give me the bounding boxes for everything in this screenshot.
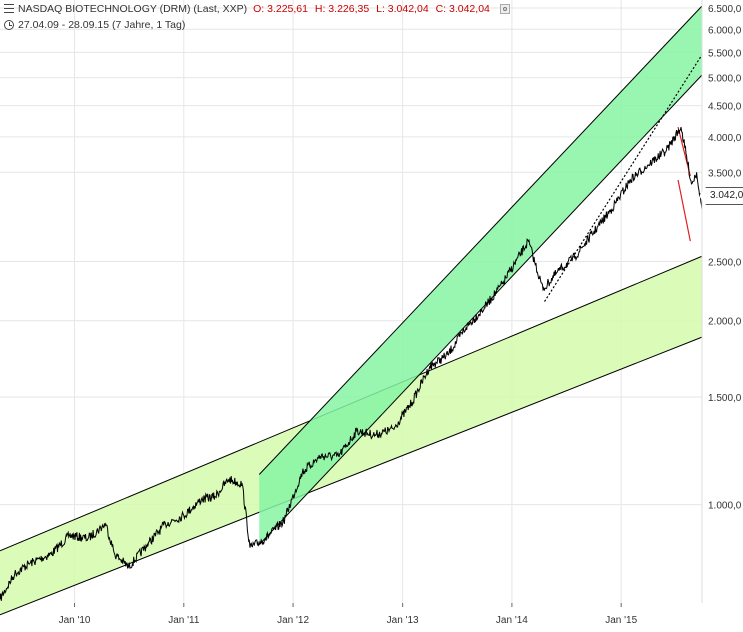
date-range: 27.04.09 - 28.09.15 (7 Jahre, 1 Tag) [4, 19, 185, 31]
trend-line-3 [677, 179, 691, 242]
clock-icon [4, 20, 14, 30]
chart-header: NASDAQ BIOTECHNOLOGY (DRM) (Last, XXP) O… [4, 3, 510, 15]
channel-fill-2 [259, 6, 702, 545]
x-tick-label: Jan '10 [59, 615, 91, 626]
y-tick-label: 3.500,0 [708, 168, 742, 179]
y-tick-label: 5.500,0 [708, 48, 742, 59]
y-tick-label: 4.000,0 [708, 133, 742, 144]
menu-icon[interactable] [4, 4, 14, 14]
instrument-title: NASDAQ BIOTECHNOLOGY (DRM) (Last, XXP) [18, 3, 248, 15]
settings-icon[interactable] [499, 4, 510, 14]
date-range-label: 27.04.09 - 28.09.15 (7 Jahre, 1 Tag) [18, 19, 186, 31]
close-value: C: 3.042,04 [435, 3, 490, 15]
x-tick-label: Jan '15 [605, 615, 637, 626]
trend-line-1 [544, 54, 703, 302]
y-tick-label: 2.000,0 [708, 317, 742, 328]
y-tick-label: 6.000,0 [708, 25, 742, 36]
ohlc-values: O: 3.225,61 H: 3.226,35 L: 3.042,04 C: 3… [253, 3, 494, 15]
y-tick-label: 1.000,0 [708, 501, 742, 512]
x-tick-label: Jan '12 [277, 615, 309, 626]
y-tick-label: 4.500,0 [708, 102, 742, 113]
x-tick-label: Jan '11 [168, 615, 200, 626]
channel-lower-line-1 [0, 336, 703, 616]
channel-upper-line-2 [258, 5, 703, 475]
y-tick-label: 6.500,0 [708, 4, 742, 15]
open-value: O: 3.225,61 [253, 3, 308, 15]
high-value: H: 3.226,35 [314, 3, 370, 15]
y-tick-label: 5.000,0 [708, 74, 742, 85]
last-price-badge: 3.042,0 [699, 187, 743, 205]
price-line [0, 126, 703, 601]
y-tick-label: 2.500,0 [708, 258, 742, 269]
x-tick-label: Jan '14 [496, 615, 528, 626]
y-tick-label: 1.500,0 [708, 393, 742, 404]
x-tick-label: Jan '13 [387, 615, 419, 626]
low-value: L: 3.042,04 [376, 3, 429, 15]
